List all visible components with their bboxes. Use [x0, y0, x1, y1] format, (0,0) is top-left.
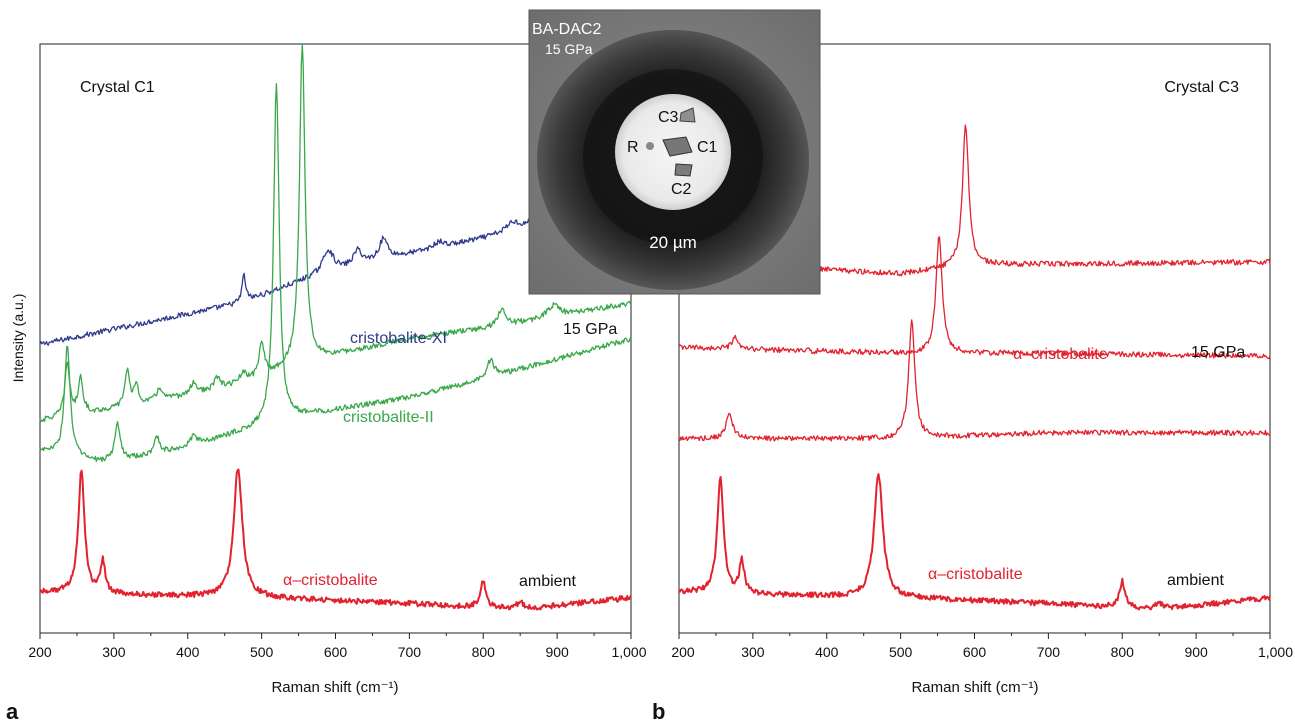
y-axis-label: Intensity (a.u.) — [10, 294, 26, 383]
panel-b-x-tick-label: 600 — [963, 644, 987, 660]
panel-b-x-tick-label: 800 — [1111, 644, 1135, 660]
panel-a-letter: a — [6, 699, 19, 722]
panel-a-annotation-top: 15 GPa — [563, 321, 617, 338]
crystal-c3-shape — [679, 107, 696, 123]
panel-a-x-ticks: 200 300 400 500 600 700 800 900 1,000 — [28, 633, 647, 660]
panel-a-annotation-bottom: ambient — [519, 573, 576, 590]
panel-a-series-line-1 — [39, 43, 632, 423]
panel-a-x-tick-label: 300 — [102, 644, 126, 660]
inset-title: BA-DAC2 — [532, 21, 601, 38]
crystal-c1-shape — [662, 136, 693, 157]
panel-b-x-tick-label: 500 — [889, 644, 913, 660]
panel-a-series-line-3 — [39, 468, 632, 611]
panel-b-series-line-2 — [678, 319, 1271, 442]
inset-label-c2: C2 — [671, 181, 692, 198]
panel-a-series-label-alpha: α–cristobalite — [283, 572, 378, 589]
panel-b-series-label-top: α–cristobalite — [1013, 346, 1108, 363]
panel-a-x-tick-label: 1,000 — [611, 644, 646, 660]
panel-b-series-line-3 — [678, 473, 1271, 611]
panel-a-title: Crystal C1 — [80, 79, 155, 96]
inset-label-r: R — [627, 139, 639, 156]
panel-a-series-line-2 — [39, 82, 632, 463]
panel-b-x-tick-label: 400 — [815, 644, 839, 660]
crystal-c2-shape — [674, 163, 693, 177]
panel-a-x-tick-label: 900 — [545, 644, 569, 660]
inset-pressure: 15 GPa — [545, 41, 593, 57]
panel-b-x-tick-label: 300 — [741, 644, 765, 660]
panel-a: Crystal C1 200 300 400 500 600 700 800 900 1,000… — [6, 43, 647, 722]
panel-b-title: Crystal C3 — [1164, 79, 1239, 96]
panel-a-x-tick-label: 700 — [398, 644, 422, 660]
ruby-marker — [646, 142, 654, 150]
panel-b-letter: b — [652, 699, 665, 722]
panel-b-x-tick-label: 700 — [1037, 644, 1061, 660]
panel-a-series-label-xi: cristobalite-XI — [350, 330, 447, 347]
inset-label-c3: C3 — [658, 109, 679, 126]
inset-micrograph: BA-DAC2 15 GPa C3 R C1 C2 20 µm — [528, 9, 821, 295]
panel-a-x-tick-label: 200 — [28, 644, 52, 660]
inset-label-c1: C1 — [697, 139, 718, 156]
panel-a-x-axis-label: Raman shift (cm⁻¹) — [271, 679, 398, 696]
panel-b-x-axis-label: Raman shift (cm⁻¹) — [911, 679, 1038, 696]
panel-a-x-tick-label: 400 — [176, 644, 200, 660]
panel-b-annotation-top: 15 GPa — [1191, 344, 1245, 361]
panel-b-series-label-bottom: α–cristobalite — [928, 566, 1023, 583]
panel-b-x-tick-label: 900 — [1184, 644, 1208, 660]
panel-a-x-tick-label: 800 — [472, 644, 496, 660]
panel-a-x-tick-label: 600 — [324, 644, 348, 660]
panel-b-series-line-1 — [678, 236, 1271, 360]
panel-b: Crystal C3 200 300 400 500 600 700 800 900 1,000… — [652, 43, 1293, 722]
inset-scale-label: 20 µm — [649, 233, 697, 252]
panel-a-x-tick-label: 500 — [250, 644, 274, 660]
panel-a-series-label-ii: cristobalite-II — [343, 409, 434, 426]
panel-b-annotation-bottom: ambient — [1167, 572, 1224, 589]
panel-b-x-tick-label: 200 — [671, 644, 695, 660]
panel-b-x-tick-label: 1,000 — [1258, 644, 1293, 660]
panel-b-x-ticks: 200 300 400 500 600 700 800 900 1,000 — [671, 633, 1293, 660]
